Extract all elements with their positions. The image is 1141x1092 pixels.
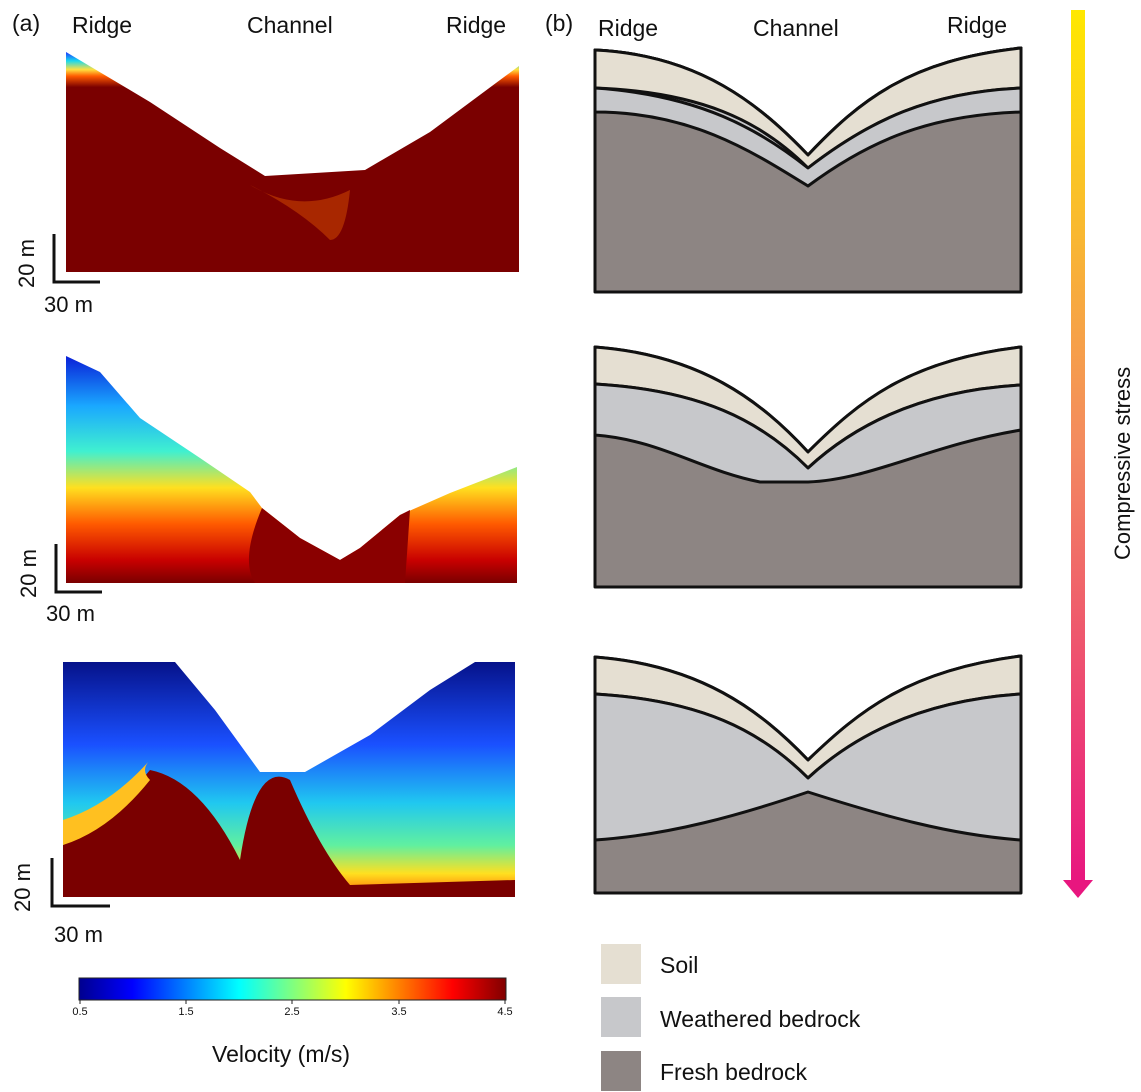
colorbar-tick-label: 2.5 bbox=[284, 1006, 300, 1018]
scale-bar-3-vertical-label: 20 m bbox=[10, 863, 35, 912]
legend-swatch-weathered-bedrock bbox=[601, 997, 641, 1037]
colorbar-ticks bbox=[79, 1000, 506, 1004]
scale-bar-1-horizontal-label: 30 m bbox=[44, 292, 93, 317]
panel-b-channel-label: Channel bbox=[753, 15, 839, 41]
panel-b-left-ridge-label: Ridge bbox=[598, 15, 659, 41]
panel-b-right-ridge-label: Ridge bbox=[947, 12, 1008, 38]
legend-swatch-soil bbox=[601, 944, 641, 984]
panel-b-label: (b) bbox=[545, 10, 574, 36]
colorbar-tick-label: 4.5 bbox=[497, 1006, 513, 1018]
panel-a-channel-label: Channel bbox=[247, 12, 333, 38]
scale-bar-2-vertical-label: 20 m bbox=[16, 549, 41, 598]
panel-a-left-ridge-label: Ridge bbox=[72, 12, 133, 38]
velocity-section-1 bbox=[66, 52, 519, 272]
panel-a-right-ridge-label: Ridge bbox=[446, 12, 507, 38]
legend-label-soil: Soil bbox=[660, 952, 699, 978]
colorbar-tick-label: 3.5 bbox=[391, 1006, 407, 1018]
velocity-section-2 bbox=[66, 356, 517, 583]
scale-bar-1-vertical-label: 20 m bbox=[14, 239, 39, 288]
schematic-section-3 bbox=[593, 654, 1023, 895]
legend-label-fresh-bedrock: Fresh bedrock bbox=[660, 1059, 808, 1085]
colorbar-tick-label: 0.5 bbox=[72, 1006, 88, 1018]
colorbar-tick-label: 1.5 bbox=[178, 1006, 194, 1018]
legend-label-weathered-bedrock: Weathered bedrock bbox=[660, 1006, 861, 1032]
scale-bar-2 bbox=[54, 544, 102, 594]
scale-bar-3 bbox=[50, 858, 110, 908]
velocity-section-3 bbox=[63, 662, 515, 897]
schematic-section-2 bbox=[593, 345, 1023, 589]
colorbar-title: Velocity (m/s) bbox=[212, 1041, 351, 1067]
scale-bar-1 bbox=[52, 234, 100, 284]
scale-bar-3-horizontal-label: 30 m bbox=[54, 922, 103, 947]
compressive-stress-arrow bbox=[1063, 10, 1093, 898]
velocity-colorbar bbox=[78, 977, 507, 1001]
schematic-section-1 bbox=[593, 46, 1023, 294]
compressive-stress-label: Compressive stress bbox=[1110, 366, 1135, 560]
panel-a-label: (a) bbox=[12, 10, 41, 36]
legend-swatch-fresh-bedrock bbox=[601, 1051, 641, 1091]
scale-bar-2-horizontal-label: 30 m bbox=[46, 601, 95, 626]
